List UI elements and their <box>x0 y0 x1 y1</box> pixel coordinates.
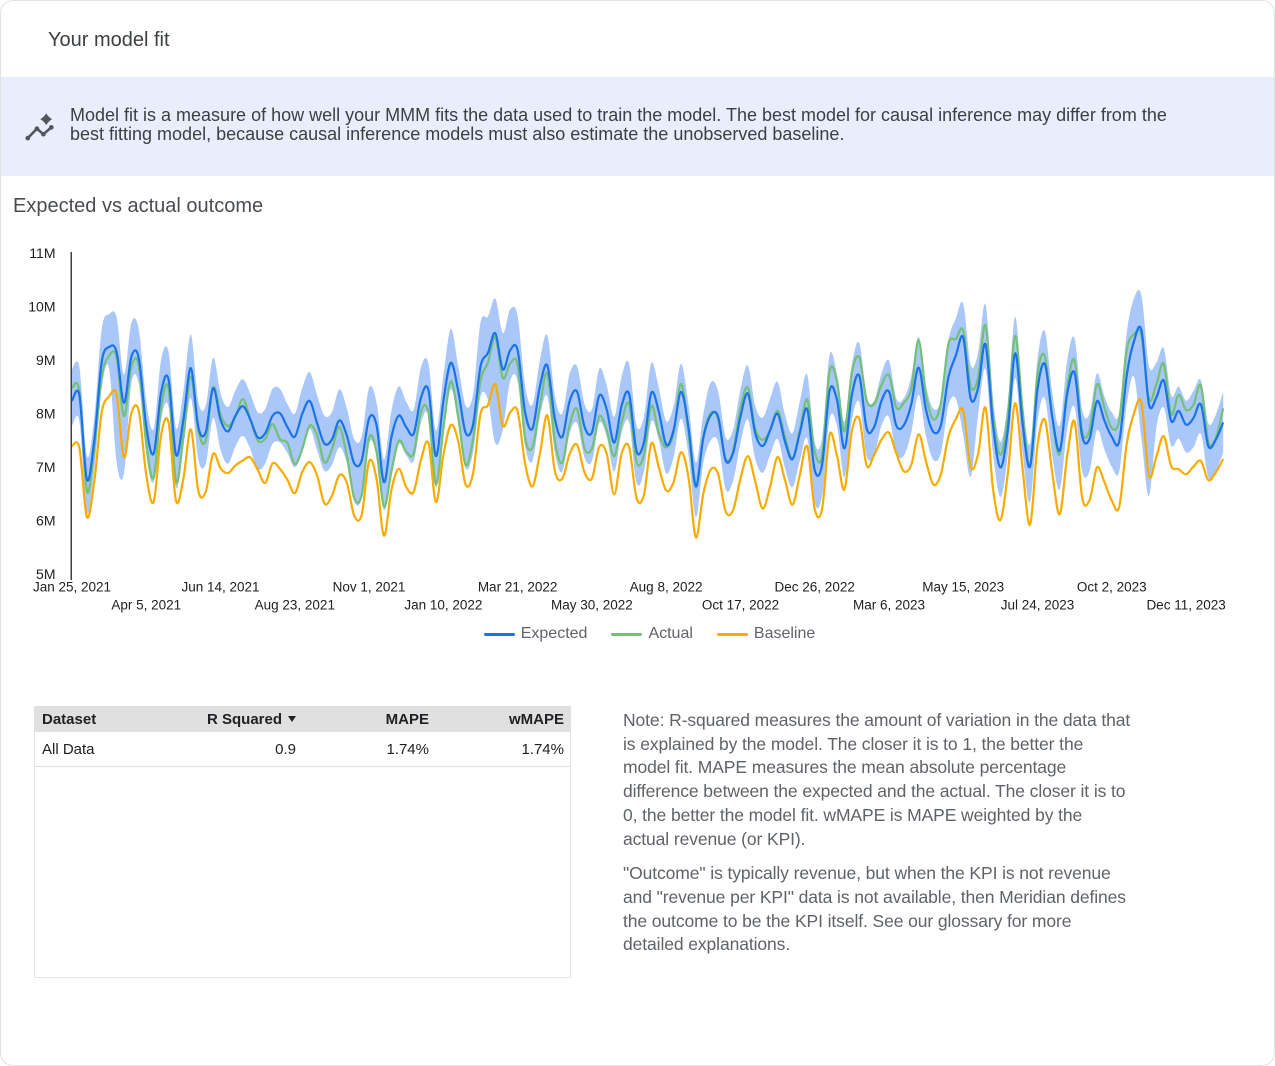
svg-text:Jan 25, 2021: Jan 25, 2021 <box>33 580 111 595</box>
svg-text:Jul 24, 2023: Jul 24, 2023 <box>1001 598 1075 613</box>
svg-text:Aug 8, 2022: Aug 8, 2022 <box>630 580 703 595</box>
svg-text:7M: 7M <box>36 459 55 475</box>
svg-text:Aug 23, 2021: Aug 23, 2021 <box>255 598 335 613</box>
svg-text:Nov 1, 2021: Nov 1, 2021 <box>333 580 406 595</box>
svg-text:9M: 9M <box>36 352 55 368</box>
svg-text:10M: 10M <box>28 299 55 315</box>
svg-text:6M: 6M <box>36 513 55 529</box>
svg-text:5M: 5M <box>36 566 55 582</box>
svg-text:Jan 10, 2022: Jan 10, 2022 <box>404 598 482 613</box>
svg-text:Dec 26, 2022: Dec 26, 2022 <box>775 580 855 595</box>
svg-text:8M: 8M <box>36 406 55 422</box>
svg-text:Apr 5, 2021: Apr 5, 2021 <box>111 598 181 613</box>
svg-text:Oct 17, 2022: Oct 17, 2022 <box>702 598 779 613</box>
svg-text:May 30, 2022: May 30, 2022 <box>551 598 633 613</box>
svg-text:Jun 14, 2021: Jun 14, 2021 <box>181 580 259 595</box>
svg-text:Mar 21, 2022: Mar 21, 2022 <box>478 580 558 595</box>
svg-text:May 15, 2023: May 15, 2023 <box>922 580 1004 595</box>
svg-text:Dec 11, 2023: Dec 11, 2023 <box>1146 598 1225 613</box>
svg-text:Oct 2, 2023: Oct 2, 2023 <box>1077 580 1147 595</box>
svg-text:Mar 6, 2023: Mar 6, 2023 <box>853 598 925 613</box>
svg-text:11M: 11M <box>29 245 55 261</box>
